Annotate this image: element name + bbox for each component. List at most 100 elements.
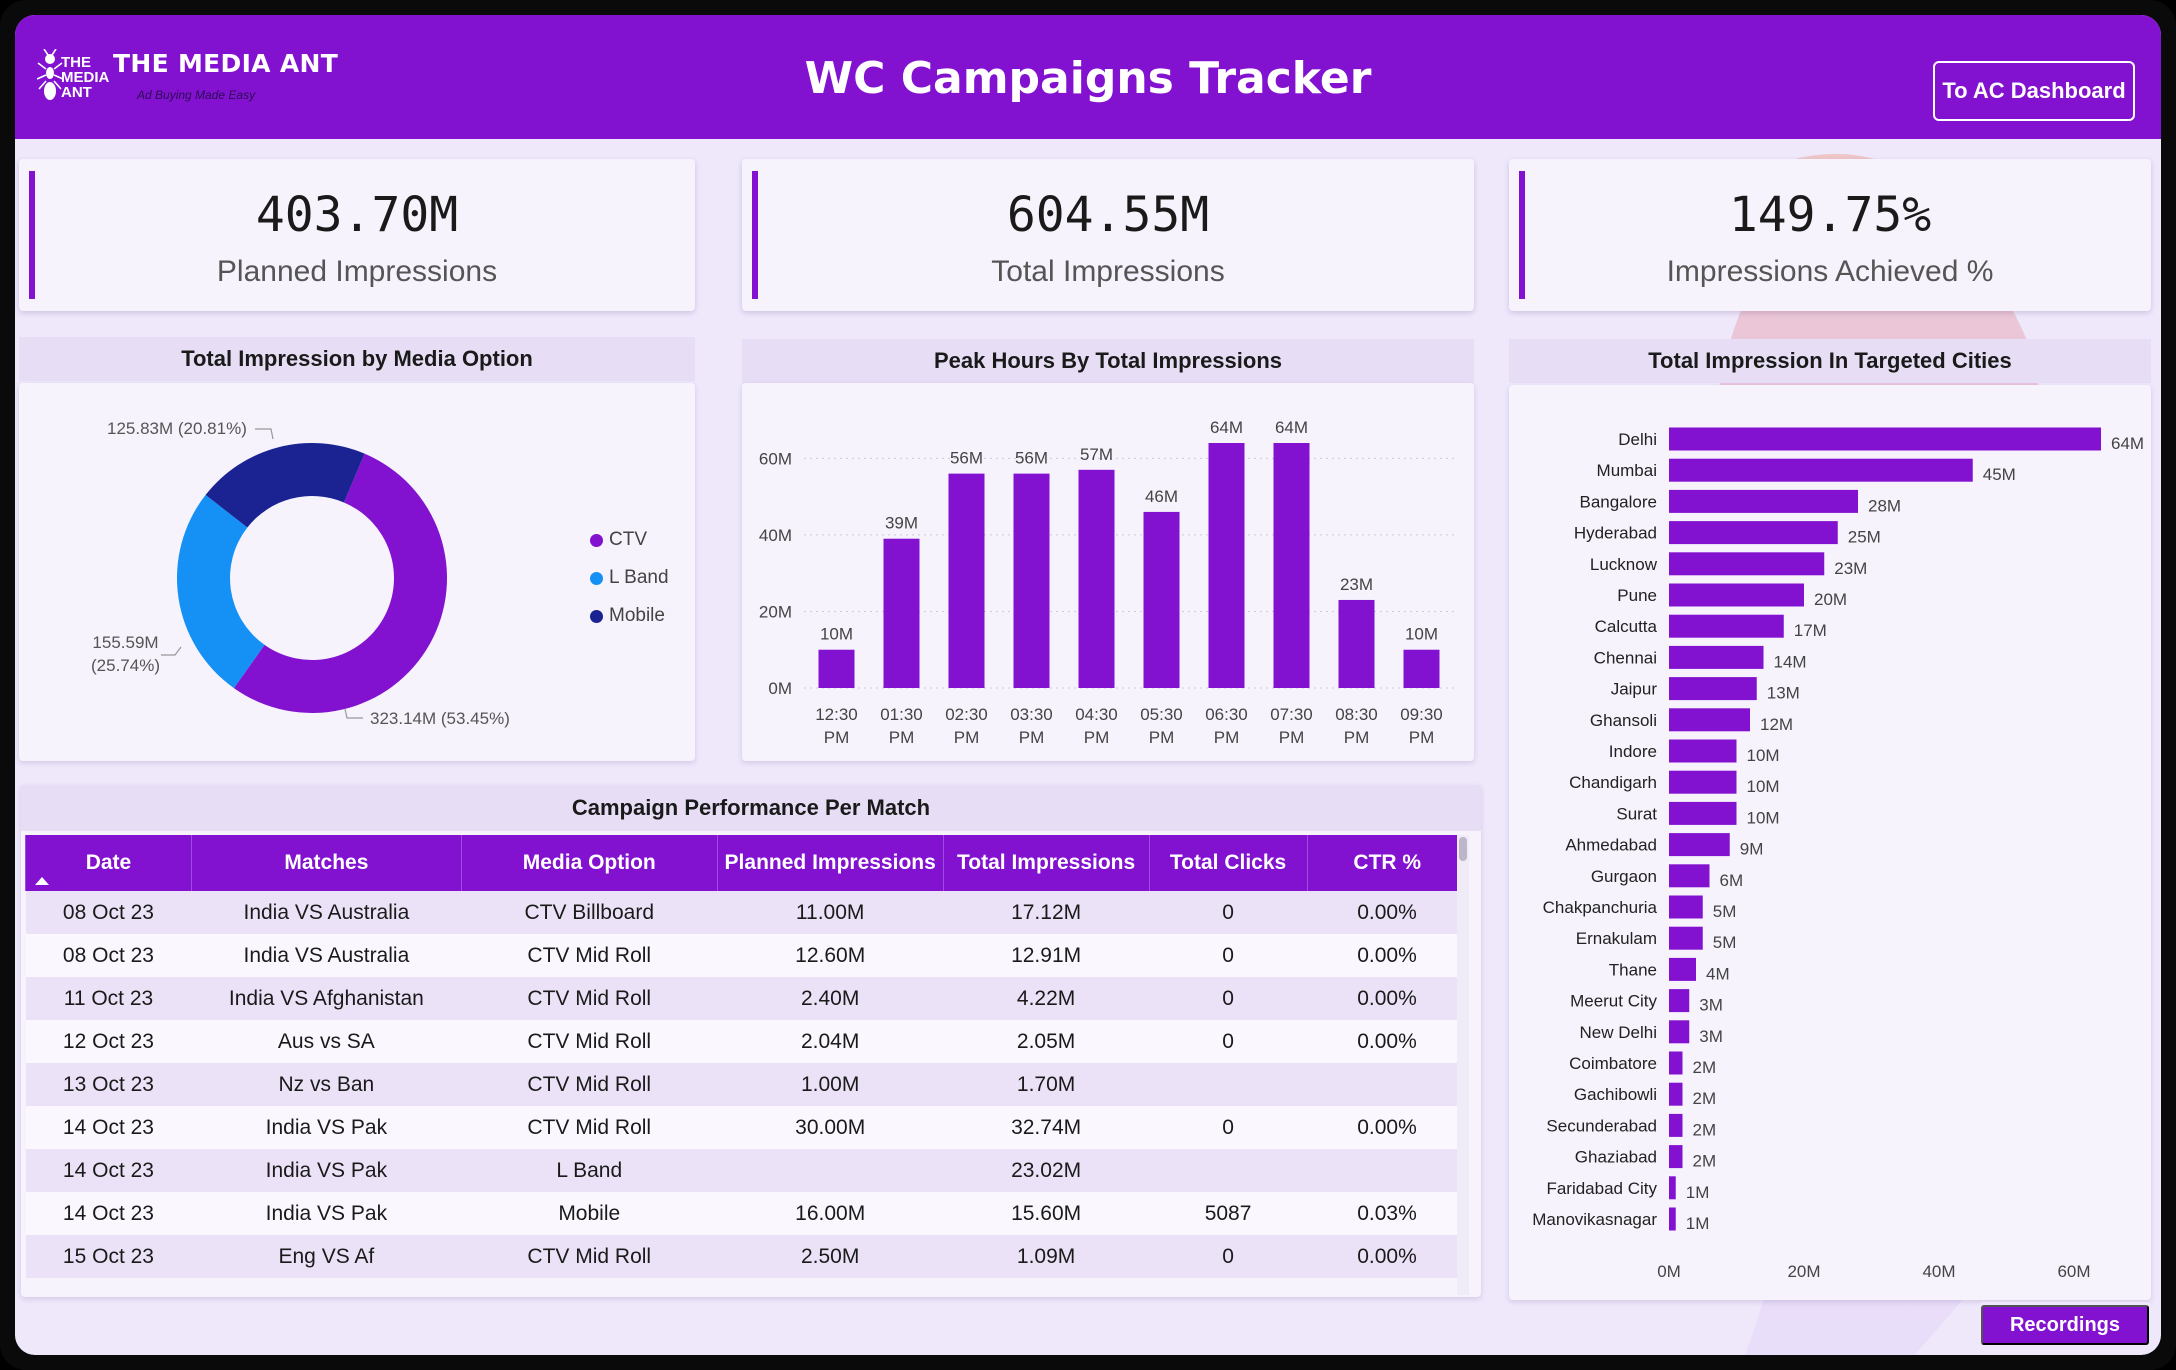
legend-label: CTV: [609, 529, 647, 550]
x-tick-label: 03:30: [1010, 705, 1053, 724]
x-tick-label: PM: [1344, 728, 1370, 747]
city-data-label: 2M: [1693, 1058, 1717, 1077]
city-bar: [1669, 864, 1710, 888]
table-cell: 32.74M: [943, 1106, 1150, 1149]
city-data-label: 3M: [1699, 996, 1723, 1015]
kpi-label: Total Impressions: [991, 255, 1225, 288]
table-cell: 08 Oct 23: [25, 891, 192, 934]
sort-asc-icon: [35, 877, 49, 885]
city-bar: [1669, 1207, 1676, 1231]
table-cell: 0.00%: [1307, 1106, 1467, 1149]
table-row[interactable]: 15 Oct 23 Eng VS Af CTV Mid Roll 2.50M 1.09M…: [25, 1235, 1467, 1278]
city-data-label: 5M: [1713, 933, 1737, 952]
city-label: Manovikasnagar: [1532, 1210, 1657, 1229]
peak-hours-title: Peak Hours By Total Impressions: [742, 339, 1474, 383]
table-cell: Eng VS Af: [191, 1235, 462, 1278]
legend-item-mobile[interactable]: Mobile: [590, 597, 669, 635]
city-bar: [1669, 458, 1973, 482]
recordings-button[interactable]: Recordings: [1981, 1305, 2149, 1345]
col-total-clicks[interactable]: Total Clicks: [1148, 835, 1308, 891]
bar: [1078, 469, 1115, 688]
city-bar: [1669, 833, 1730, 857]
table-row[interactable]: 14 Oct 23 India VS Pak L Band 23.02M: [25, 1149, 1467, 1192]
bar-data-label: 10M: [1405, 625, 1438, 644]
table-cell: 0: [1149, 891, 1308, 934]
x-tick-label: 20M: [1787, 1262, 1820, 1281]
media-option-donut: [177, 443, 448, 714]
city-data-label: 4M: [1706, 964, 1730, 983]
x-tick-label: 60M: [2057, 1262, 2090, 1281]
city-label: Lucknow: [1590, 555, 1658, 574]
city-bar: [1669, 645, 1764, 669]
table-row[interactable]: 08 Oct 23 India VS Australia CTV Mid Roll 1…: [25, 934, 1467, 977]
peak-hours-chart: 0M 20M 40M 60M 10M 12:30 PM 39M 01:30 PM 56M 02:30 P…: [759, 418, 1454, 747]
y-tick-label: 0M: [768, 679, 792, 698]
kpi-value: 403.70M: [255, 187, 459, 243]
y-tick-label: 40M: [759, 526, 792, 545]
table-cell: [1307, 1149, 1467, 1192]
bar-data-label: 57M: [1080, 445, 1113, 464]
col-media-option[interactable]: Media Option: [460, 835, 718, 891]
col-total-impressions[interactable]: Total Impressions: [942, 835, 1150, 891]
x-tick-label: PM: [954, 728, 980, 747]
city-label: Bangalore: [1579, 492, 1657, 511]
table-row[interactable]: 14 Oct 23 India VS Pak CTV Mid Roll 30.00M 3…: [25, 1106, 1467, 1149]
city-data-label: 5M: [1713, 902, 1737, 921]
table-row[interactable]: 14 Oct 23 India VS Pak Mobile 16.00M 15.60M 5…: [25, 1192, 1467, 1235]
ant-icon: [37, 49, 63, 100]
col-planned-impressions[interactable]: Planned Impressions: [716, 835, 944, 891]
bar: [1143, 511, 1180, 688]
city-data-label: 1M: [1686, 1214, 1710, 1233]
city-data-label: 10M: [1747, 808, 1780, 827]
col-date[interactable]: Date: [25, 835, 192, 891]
media-option-title: Total Impression by Media Option: [19, 337, 695, 381]
table-cell: India VS Pak: [191, 1192, 462, 1235]
table-scrollbar[interactable]: [1457, 835, 1469, 1295]
city-bar: [1669, 1020, 1690, 1044]
table-cell: 1.09M: [943, 1235, 1150, 1278]
city-bar: [1669, 614, 1784, 638]
city-data-label: 28M: [1868, 496, 1901, 515]
city-bar: [1669, 708, 1750, 732]
city-label: Calcutta: [1595, 617, 1658, 636]
table-cell: [1307, 1063, 1467, 1106]
bar-data-label: 39M: [885, 514, 918, 533]
city-bar: [1669, 521, 1838, 545]
table-cell: CTV Mid Roll: [461, 977, 718, 1020]
x-tick-label: 06:30: [1205, 705, 1248, 724]
table-cell: 0: [1149, 1020, 1308, 1063]
table-row[interactable]: 12 Oct 23 Aus vs SA CTV Mid Roll 2.04M 2.05M…: [25, 1020, 1467, 1063]
legend-item-ctv[interactable]: CTV: [590, 521, 669, 559]
table-cell: 0: [1149, 977, 1308, 1020]
legend-item-lband[interactable]: L Band: [590, 559, 669, 597]
donut-slice-l-band: [177, 494, 265, 689]
bar: [1403, 649, 1440, 688]
x-tick-label: PM: [1019, 728, 1045, 747]
ac-dashboard-button[interactable]: To AC Dashboard: [1933, 61, 2135, 121]
table-row[interactable]: 11 Oct 23 India VS Afghanistan CTV Mid Rol…: [25, 977, 1467, 1020]
table-cell: [717, 1149, 944, 1192]
city-label: Meerut City: [1570, 992, 1657, 1011]
table-row[interactable]: 13 Oct 23 Nz vs Ban CTV Mid Roll 1.00M 1.70M: [25, 1063, 1467, 1106]
scrollbar-thumb[interactable]: [1459, 837, 1467, 861]
table-row[interactable]: 08 Oct 23 India VS Australia CTV Billboard…: [25, 891, 1467, 934]
brand-name: THE MEDIA ANT: [113, 48, 339, 78]
table-cell: 30.00M: [717, 1106, 944, 1149]
x-tick-label: 05:30: [1140, 705, 1183, 724]
table-cell: [1149, 1149, 1308, 1192]
city-label: Gurgaon: [1591, 867, 1657, 886]
table-cell: 2.50M: [717, 1235, 944, 1278]
table-cell: 15.60M: [943, 1192, 1150, 1235]
city-bar: [1669, 926, 1703, 950]
media-option-legend: CTV L Band Mobile: [590, 521, 669, 635]
table-cell: 16.00M: [717, 1192, 944, 1235]
table-cell: 0: [1149, 934, 1308, 977]
x-tick-label: 07:30: [1270, 705, 1313, 724]
col-ctr[interactable]: CTR %: [1306, 835, 1467, 891]
city-data-label: 25M: [1848, 528, 1881, 547]
col-matches[interactable]: Matches: [190, 835, 462, 891]
kpi-accent-bar: [1519, 171, 1525, 299]
bar-data-label: 64M: [1275, 418, 1308, 437]
table-cell: Mobile: [461, 1192, 718, 1235]
y-tick-label: 60M: [759, 449, 792, 468]
